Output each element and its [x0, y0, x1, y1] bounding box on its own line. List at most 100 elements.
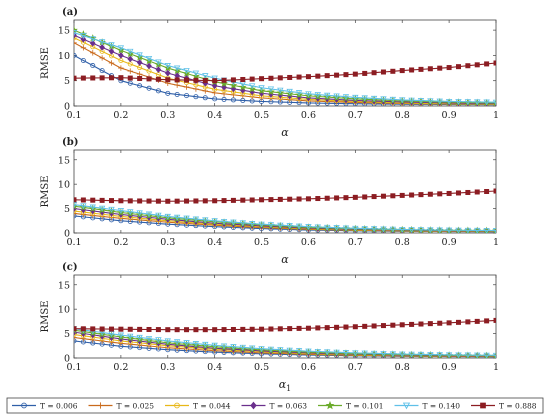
y-tick-label: 0: [64, 354, 70, 365]
legend-marker: [250, 401, 257, 410]
y-tick-label: 0: [64, 229, 70, 240]
data-point: [127, 333, 134, 340]
data-point: [259, 76, 265, 82]
series-0.063: [74, 31, 496, 106]
data-point: [389, 351, 397, 358]
legend-entry: T = 0.140: [394, 401, 461, 410]
data-point: [173, 214, 181, 221]
y-tick-label: 15: [58, 280, 70, 291]
data-point: [90, 197, 96, 203]
data-point: [324, 325, 330, 331]
x-axis-label: α: [281, 126, 289, 139]
data-point: [202, 78, 208, 84]
data-point: [99, 55, 105, 61]
data-point: [164, 338, 171, 345]
data-point: [287, 326, 293, 332]
y-tick-label: 0: [64, 102, 70, 113]
data-point: [286, 223, 293, 230]
data-point: [259, 326, 265, 332]
data-point: [342, 350, 350, 356]
data-point: [474, 62, 480, 68]
x-tick-label: 0.7: [348, 362, 363, 373]
data-point: [445, 98, 453, 105]
data-point: [389, 96, 397, 103]
data-point: [417, 351, 425, 358]
data-point: [74, 75, 77, 81]
data-point: [90, 75, 96, 81]
data-point: [417, 98, 425, 104]
data-point: [286, 347, 293, 354]
data-point: [474, 99, 481, 106]
data-point: [230, 326, 236, 332]
x-tick-label: 0.5: [254, 237, 269, 248]
data-point: [492, 228, 496, 233]
data-point: [465, 63, 471, 69]
data-point: [127, 55, 134, 63]
data-point: [137, 75, 143, 81]
data-point: [296, 325, 302, 331]
data-point: [483, 352, 490, 358]
data-point: [333, 349, 340, 356]
data-point: [493, 317, 496, 323]
y-axis-label: RMSE: [40, 47, 51, 79]
data-point: [315, 325, 321, 331]
data-point: [220, 343, 228, 350]
data-point: [108, 206, 115, 213]
series-line: [74, 204, 496, 232]
legend-entry: T = 0.025: [88, 401, 155, 410]
data-point: [483, 99, 490, 106]
data-point: [127, 209, 134, 216]
x-tick-label: 0.5: [254, 110, 269, 121]
legend-label: T = 0.140: [423, 401, 461, 410]
x-tick-label: 0.4: [207, 362, 222, 373]
y-axis-label: RMSE: [40, 301, 51, 333]
data-point: [305, 74, 311, 80]
data-point: [314, 92, 322, 98]
data-point: [240, 326, 246, 332]
data-point: [164, 213, 171, 220]
data-point: [74, 52, 77, 58]
x-axis-label-main: α: [281, 253, 289, 266]
x-tick-label: 0.9: [442, 110, 457, 121]
x-tick-label: 0.6: [301, 237, 316, 248]
data-point: [315, 73, 321, 79]
data-point: [74, 210, 77, 217]
y-tick-label: 5: [64, 204, 70, 215]
y-tick-label: 10: [58, 305, 70, 316]
x-tick-label: 0.6: [301, 362, 316, 373]
data-point: [455, 227, 462, 233]
data-point: [202, 217, 209, 224]
data-point: [220, 218, 228, 225]
data-point: [436, 98, 443, 105]
legend-label: T = 0.006: [40, 401, 78, 410]
data-point: [455, 319, 461, 325]
data-point: [118, 198, 124, 204]
data-point: [418, 192, 424, 198]
data-point: [314, 224, 322, 231]
series-line: [74, 29, 496, 104]
data-point: [352, 324, 358, 330]
data-point: [221, 77, 227, 83]
data-point: [333, 225, 340, 232]
data-point: [390, 193, 396, 199]
x-tick-label: 0.7: [348, 237, 363, 248]
data-point: [99, 326, 105, 332]
x-tick-label: 1: [493, 237, 499, 248]
legend-label: T = 0.025: [117, 401, 155, 410]
x-tick-label: 0.8: [395, 237, 410, 248]
data-point: [248, 221, 256, 227]
data-point: [118, 75, 124, 81]
data-point: [109, 75, 115, 81]
x-tick-label: 0.8: [395, 362, 410, 373]
data-point: [74, 326, 77, 332]
legend-marker: [480, 402, 486, 409]
data-point: [248, 345, 256, 352]
data-point: [108, 42, 115, 49]
data-point: [352, 71, 358, 77]
data-point: [117, 45, 125, 52]
data-point: [464, 352, 472, 358]
x-tick-label: 0.4: [207, 110, 222, 121]
data-point: [474, 352, 481, 358]
data-point: [202, 198, 208, 204]
